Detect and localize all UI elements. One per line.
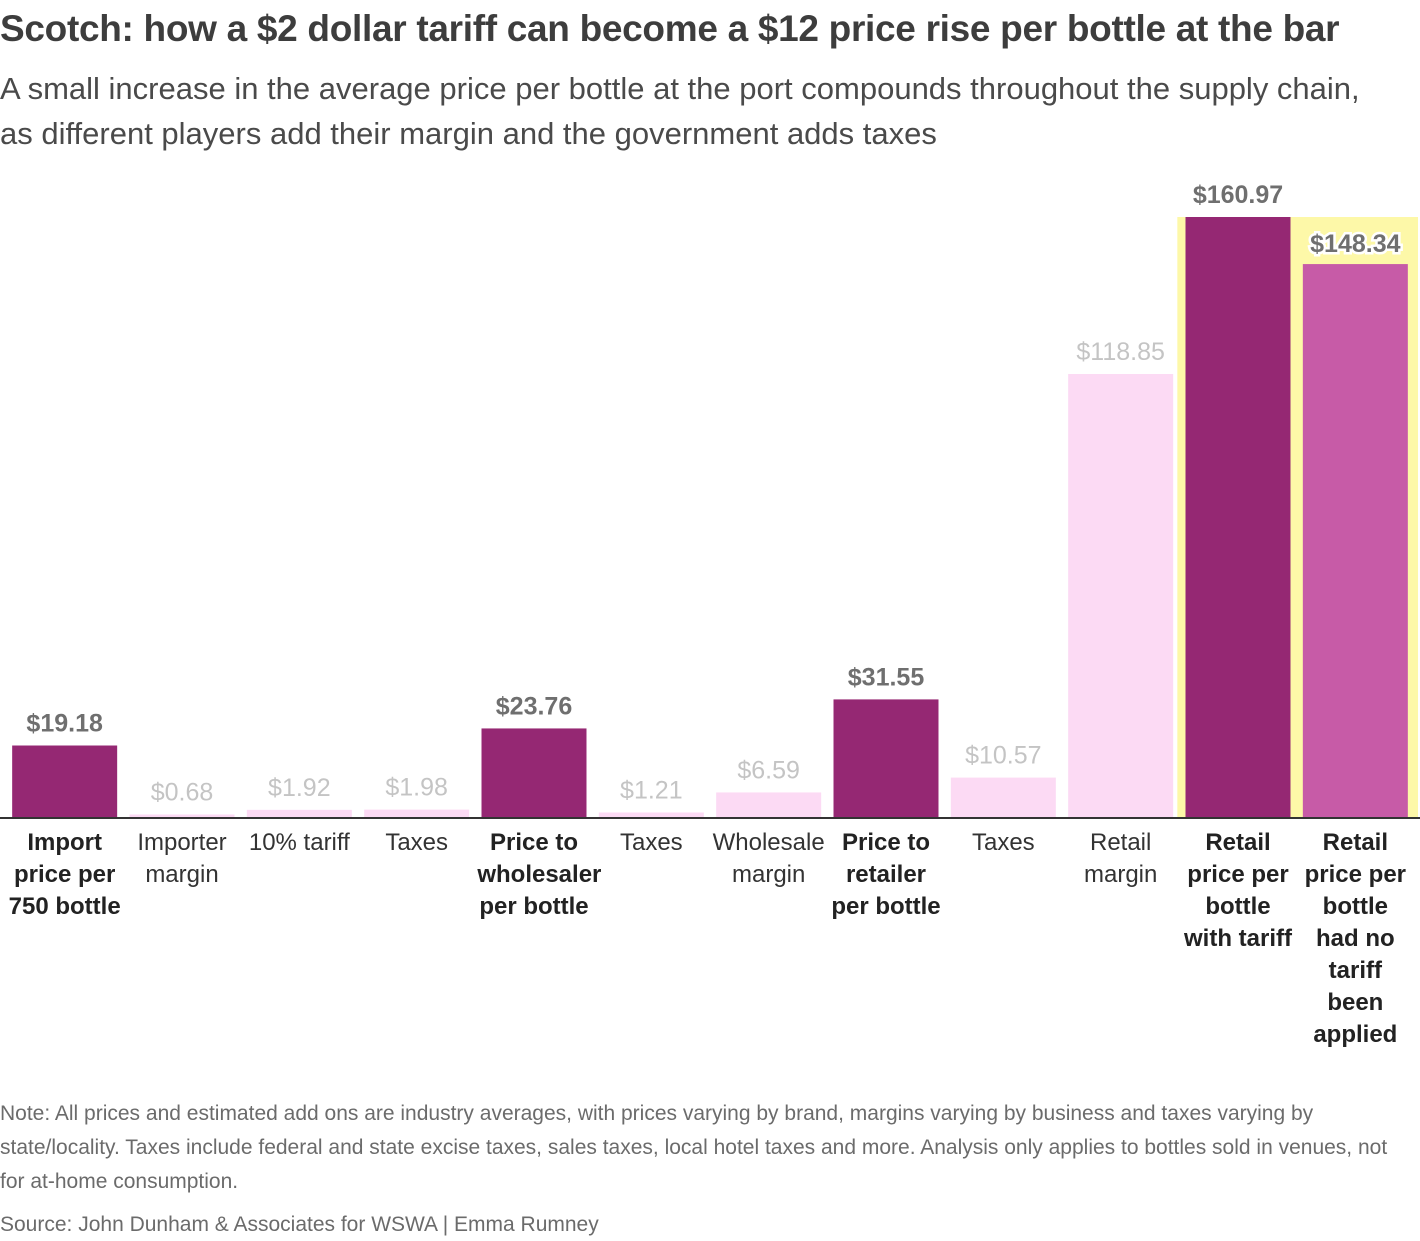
value-label-11: $148.34 (1310, 230, 1400, 258)
value-label-7: $31.55 (848, 663, 925, 691)
chart-subtitle: A small increase in the average price pe… (0, 71, 1360, 151)
category-label-4: Price to wholesaler per bottle (477, 829, 602, 920)
category-label-8: Taxes (971, 829, 1035, 856)
category-label-0: Import price per 750 bottle (8, 829, 121, 920)
bar-retail-margin-9 (1068, 373, 1174, 817)
bar-price-to-wholesaler-per-bottle-4 (481, 728, 587, 817)
value-label-1: $0.68 (151, 778, 214, 806)
value-label-0: $19.18 (26, 710, 103, 738)
category-label-1: Importer margin (137, 829, 227, 888)
category-label-9: Retail margin (1083, 829, 1158, 888)
category-label-5: Taxes (619, 829, 683, 856)
category-label-10: Retail price per bottle with tariff (1183, 829, 1292, 952)
chart-note: Note: All prices and estimated add ons a… (0, 1102, 1388, 1193)
bar-taxes-5 (598, 812, 704, 817)
chart-source: Source: John Dunham & Associates for WSW… (0, 1213, 599, 1236)
chart-title: Scotch: how a $2 dollar tariff can becom… (0, 8, 1340, 49)
category-label-2: 10% tariff (248, 829, 350, 856)
value-label-10: $160.97 (1193, 181, 1283, 209)
bar-price-to-retailer-per-bottle-7 (833, 699, 939, 817)
bar-retail-price-per-bottle-had-no-tariff-been-applied-11 (1302, 264, 1408, 817)
category-label-7: Price to retailer per bottle (831, 829, 941, 920)
bar-retail-price-per-bottle-with-tariff-10 (1185, 217, 1291, 817)
value-label-5: $1.21 (620, 776, 683, 804)
bar-chart: $19.18 $0.68 $1.92 $1.98 $23.76 $1.21 $6.59 $31… (0, 181, 1420, 819)
bar-taxes-3 (364, 809, 470, 817)
bar-10-tariff-2 (246, 809, 352, 817)
bar-wholesale-margin-6 (716, 792, 822, 817)
bar-importer-margin-1 (129, 814, 235, 817)
value-label-6: $6.59 (737, 756, 800, 784)
category-label-3: Taxes (385, 829, 449, 856)
value-label-9: $118.85 (1076, 338, 1165, 366)
bar-import-price-per-750-bottle-0 (12, 745, 118, 817)
bar-taxes-8 (950, 777, 1056, 817)
value-label-3: $1.98 (385, 774, 448, 802)
category-label-11: Retail price per bottle had no tariff be… (1304, 829, 1407, 1048)
category-label-6: Wholesale margin (712, 829, 825, 888)
value-label-2: $1.92 (268, 774, 331, 802)
value-label-8: $10.57 (965, 742, 1041, 770)
value-label-4: $23.76 (496, 692, 572, 720)
